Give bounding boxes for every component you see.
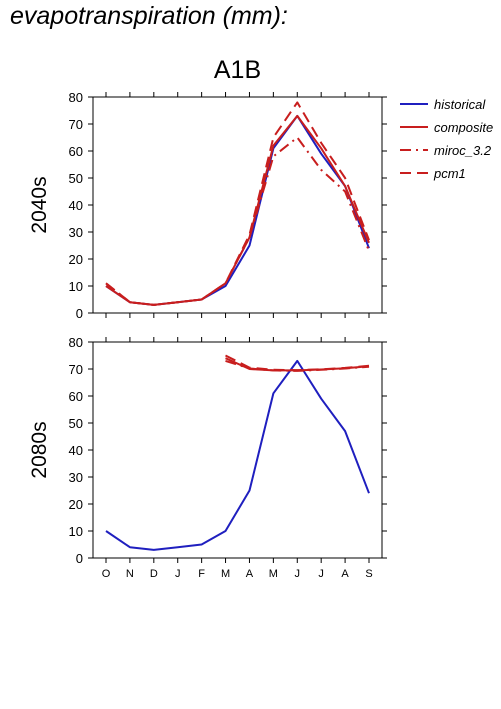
x-tick-label: M [221,568,230,580]
y-tick-label: 50 [69,416,83,431]
series-line-miroc_3.2-2040s [105,136,370,306]
series-line-historical-2080s [105,359,370,551]
x-tick-label: O [102,568,111,580]
x-tick-label: J [318,568,324,580]
y-tick-label: 30 [69,225,83,240]
y-tick-label: 70 [69,117,83,132]
y-tick-label: 30 [69,470,83,485]
y-tick-label: 70 [69,362,83,377]
x-tick-label: N [126,568,134,580]
x-tick-label: M [269,568,278,580]
x-tick-label: D [150,568,158,580]
y-tick-label: 10 [69,279,83,294]
y-tick-label: 80 [69,335,83,350]
x-tick-label: F [198,568,205,580]
y-tick-label: 0 [76,551,83,566]
x-tick-label: S [365,568,372,580]
y-tick-label: 60 [69,389,83,404]
y-tick-label: 0 [76,306,83,321]
plot-frame-2080s [92,341,383,559]
y-tick-label: 50 [69,171,83,186]
legend-label-miroc_3.2: miroc_3.2 [434,143,492,158]
series-line-historical-2040s [105,114,370,306]
panel-label-2040s: 2040s [28,176,51,233]
x-tick-label: A [246,568,254,580]
legend-label-pcm1: pcm1 [433,166,466,181]
chart-title: evapotranspiration (mm): [10,2,288,30]
y-tick-label: 80 [69,90,83,105]
panel-label-2080s: 2080s [28,421,51,478]
y-tick-label: 20 [69,497,83,512]
x-tick-label: J [175,568,181,580]
y-tick-label: 40 [69,198,83,213]
y-tick-label: 40 [69,443,83,458]
plot-frame-2040s [92,96,383,314]
x-tick-label: A [341,568,349,580]
y-tick-label: 20 [69,252,83,267]
series-line-pcm1-2040s [105,101,370,306]
legend-label-historical: historical [434,97,486,112]
x-tick-label: J [295,568,301,580]
y-tick-label: 10 [69,524,83,539]
series-line-pcm1-2080s [225,354,370,372]
scenario-title: A1B [213,56,262,84]
legend-label-composite: composite [434,120,493,135]
y-tick-label: 60 [69,144,83,159]
series-line-composite-2040s [105,114,370,306]
